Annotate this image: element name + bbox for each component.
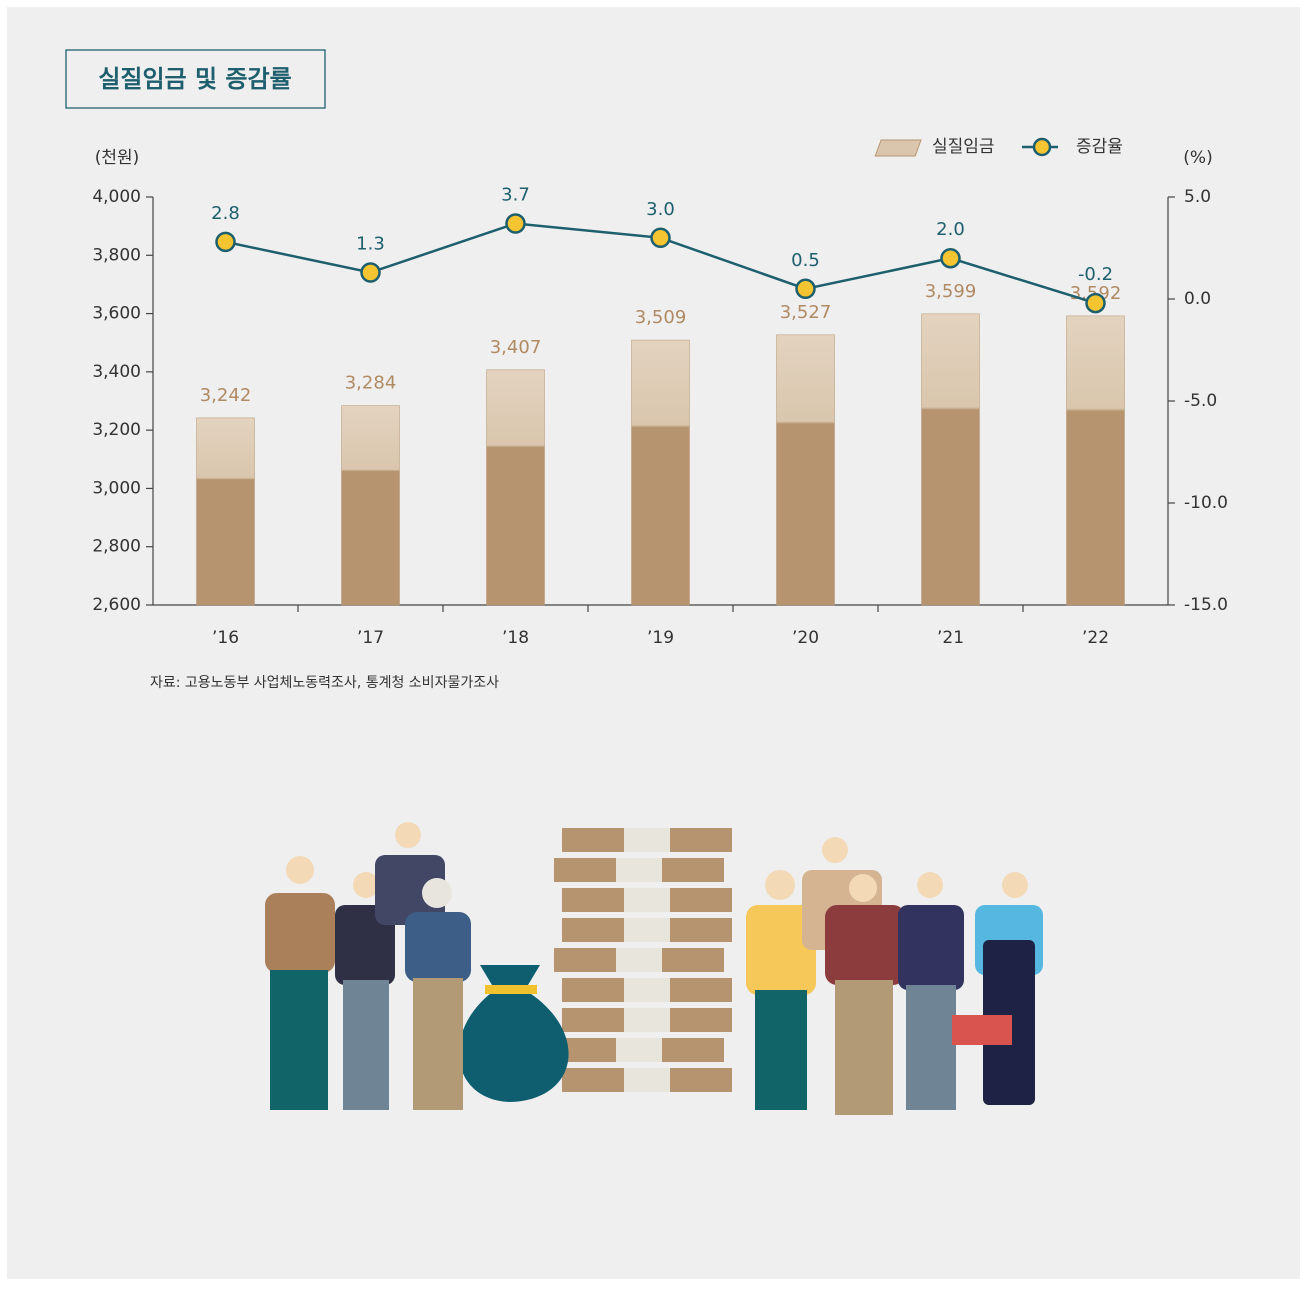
line-value-label: 3.0 [646, 199, 675, 220]
x-tick-label: ’20 [792, 628, 819, 648]
background [7, 7, 1300, 1279]
bar [196, 417, 255, 606]
bar [631, 339, 690, 606]
bar-value-label: 3,509 [635, 307, 687, 328]
y-tick-label: 3,800 [92, 245, 141, 265]
y-tick-label: 3,400 [92, 362, 141, 382]
bar [921, 313, 980, 606]
bar-value-label: 3,407 [490, 337, 542, 358]
bar-value-label: 3,242 [200, 385, 252, 406]
y-tick-label: 2,600 [92, 595, 141, 615]
line-value-label: 3.7 [501, 185, 530, 206]
line-value-label: 2.8 [211, 203, 240, 224]
y2-unit: (%) [1183, 148, 1212, 168]
x-tick-label: ’21 [937, 628, 964, 648]
bar [776, 334, 835, 606]
x-tick-label: ’22 [1082, 628, 1109, 648]
bar [1066, 315, 1125, 606]
line-marker [940, 247, 961, 269]
legend-label: 증감율 [1076, 137, 1123, 157]
x-tick-label: ’19 [647, 628, 674, 648]
y2-tick-label: 0.0 [1184, 289, 1211, 309]
y-tick-label: 4,000 [92, 187, 141, 207]
source: 자료: 고용노동부 사업체노동력조사, 통계청 소비자물가조사 [150, 675, 499, 691]
title-box [65, 49, 326, 109]
bar [341, 405, 400, 606]
legend-marker-icon [1032, 137, 1052, 157]
legend-bar-icon [874, 139, 922, 157]
y2-tick-label: -15.0 [1184, 595, 1228, 615]
line-value-label: 0.5 [791, 250, 820, 271]
y2-tick-label: 5.0 [1184, 187, 1211, 207]
y-tick-label: 3,600 [92, 304, 141, 324]
line-marker [1085, 292, 1106, 314]
line-value-label: 2.0 [936, 219, 965, 240]
y2-tick-label: -10.0 [1184, 493, 1228, 513]
y-tick-label: 3,200 [92, 420, 141, 440]
line-marker [360, 262, 381, 283]
line-marker [505, 213, 526, 234]
bar-value-label: 3,599 [925, 281, 977, 302]
x-tick-label: ’17 [357, 628, 384, 648]
line-marker [650, 227, 671, 249]
legend: 실질임금 증감율 [874, 137, 1123, 157]
illustration [265, 822, 1043, 1115]
y-tick-label: 2,800 [92, 537, 141, 557]
y-unit: (천원) [95, 148, 140, 168]
x-tick-label: ’18 [502, 628, 529, 648]
line-marker [215, 231, 236, 253]
bar-value-label: 3,284 [345, 373, 397, 394]
line-value-label: 1.3 [356, 233, 385, 254]
line-marker [795, 278, 816, 300]
y-tick-label: 3,000 [92, 478, 141, 498]
bar-value-label: 3,527 [780, 302, 832, 323]
line-value-label: -0.2 [1078, 264, 1113, 285]
bar [486, 369, 545, 606]
legend-label: 실질임금 [932, 137, 995, 157]
x-tick-label: ’16 [212, 628, 239, 648]
y2-tick-label: -5.0 [1184, 391, 1217, 411]
chart-title: 실질임금 및 증감률 [98, 65, 291, 93]
